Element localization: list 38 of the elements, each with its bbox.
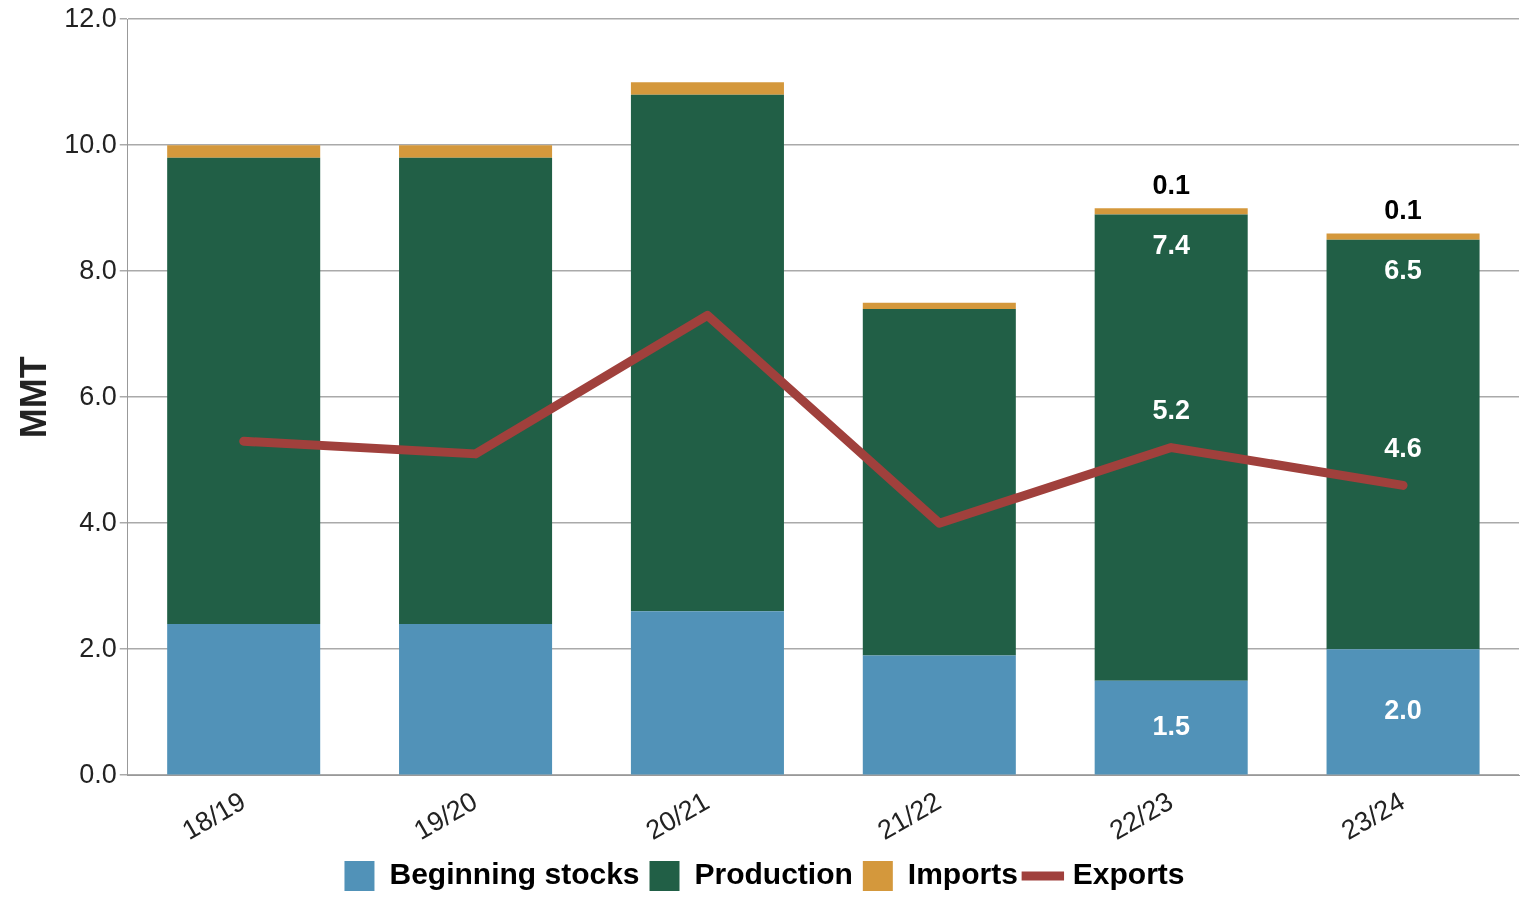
bar — [1326, 233, 1480, 240]
data-label: 1.5 — [1152, 710, 1190, 741]
data-label: 7.4 — [1152, 229, 1190, 260]
data-label: 5.2 — [1152, 395, 1190, 426]
data-label: 4.6 — [1384, 432, 1422, 463]
bar — [399, 157, 553, 624]
bar — [1326, 649, 1480, 775]
y-tick-label: 10.0 — [64, 128, 117, 159]
bar — [862, 302, 1016, 309]
bar — [630, 94, 784, 612]
y-tick-label: 8.0 — [79, 254, 117, 285]
data-label: 0.1 — [1152, 169, 1190, 200]
bar — [1094, 680, 1248, 775]
y-tick-label: 2.0 — [79, 632, 117, 663]
y-tick-label: 12.0 — [64, 2, 117, 33]
data-label: 6.5 — [1384, 255, 1422, 286]
bar — [399, 623, 553, 775]
bar — [167, 157, 321, 624]
legend-label: Production — [694, 857, 853, 891]
bar — [862, 308, 1016, 656]
bar — [399, 145, 553, 158]
bar — [167, 623, 321, 775]
y-tick-label: 4.0 — [79, 506, 117, 537]
bar — [167, 145, 321, 158]
y-tick-label: 6.0 — [79, 380, 117, 411]
bar — [862, 655, 1016, 775]
bar — [630, 82, 784, 95]
bar — [1094, 208, 1248, 215]
legend-label: Imports — [907, 857, 1018, 891]
legend-label: Exports — [1072, 857, 1185, 891]
bar — [1326, 239, 1480, 650]
data-label: 0.1 — [1384, 194, 1422, 225]
bar — [630, 611, 784, 775]
y-axis-title: MMT — [12, 356, 54, 439]
y-tick-label: 0.0 — [79, 758, 117, 789]
legend-label: Beginning stocks — [389, 857, 640, 891]
data-label: 2.0 — [1384, 695, 1422, 726]
bar — [1094, 214, 1248, 681]
